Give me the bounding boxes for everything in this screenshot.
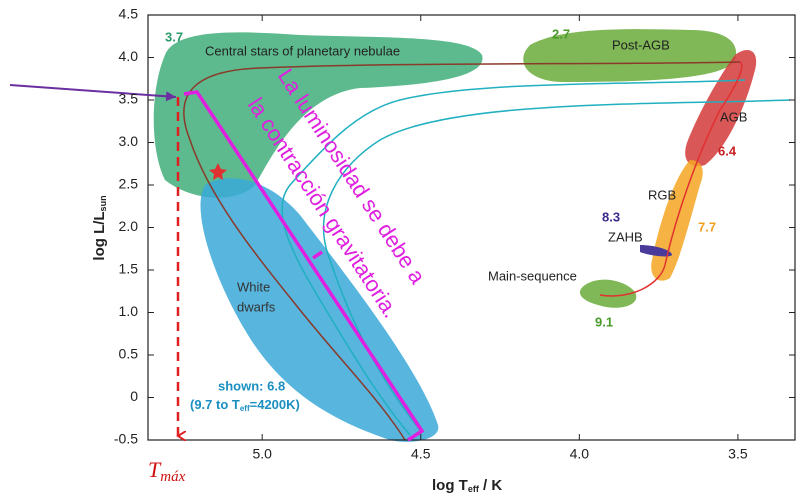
y-tick-label: 3.5 — [119, 91, 139, 107]
y-tick-label: 2.0 — [119, 218, 139, 234]
y-tick-label: 1.0 — [119, 303, 139, 319]
region-number: 7.7 — [698, 219, 716, 234]
region-number: 9.1 — [595, 314, 613, 329]
track — [599, 61, 743, 297]
wd-range-1: (9.7 to T — [190, 397, 240, 412]
y-tick-label: 1.5 — [119, 261, 139, 277]
y-tick-label: 0.5 — [119, 346, 139, 362]
x-tick-label: 4.0 — [570, 446, 590, 462]
ms-region — [579, 279, 637, 308]
region-label: dwarfs — [237, 299, 276, 314]
x-tick-label: 5.0 — [252, 446, 272, 462]
region-number: 2.7 — [552, 26, 570, 41]
x-label-main: log T — [432, 477, 468, 494]
wd-shown: shown: 6.8 — [218, 378, 285, 393]
cspn-region — [153, 32, 483, 198]
x-label-sub: eff — [468, 484, 480, 494]
region-number: 8.3 — [602, 209, 620, 224]
y-tick-label: 3.0 — [119, 133, 139, 149]
x-label-end: / K — [479, 477, 503, 494]
y-label-sub: sun — [98, 195, 108, 211]
region-number: 6.4 — [718, 143, 737, 158]
y-tick-label: -0.5 — [114, 431, 138, 447]
region-label: Post-AGB — [612, 37, 670, 52]
x-axis-label: log Teff / K — [432, 477, 502, 494]
zahb-region — [640, 245, 672, 257]
wd-range-2: =4200K) — [250, 397, 300, 412]
y-tick-label: 4.5 — [119, 6, 139, 22]
region-label: RGB — [648, 187, 676, 202]
post-agb-region — [523, 29, 737, 82]
y-tick-label: 0 — [130, 388, 138, 404]
y-tick-label: 2.5 — [119, 176, 139, 192]
region-label: Main-sequence — [488, 268, 577, 283]
wd-region — [200, 178, 439, 442]
y-tick-label: 4.0 — [119, 48, 139, 64]
region-label: ZAHB — [608, 229, 643, 244]
region-label: White — [237, 279, 270, 294]
wd-range: (9.7 to Teff=4200K) — [190, 397, 300, 413]
tmax-sub: máx — [160, 469, 185, 485]
x-tick-label: 4.5 — [411, 446, 431, 462]
track — [281, 79, 746, 436]
y-label-main: log L/L — [91, 211, 108, 260]
region-label: AGB — [720, 109, 747, 124]
wd-range-sub: eff — [240, 404, 250, 413]
y-axis-label: log L/Lsun — [91, 195, 108, 260]
bracket — [183, 90, 425, 442]
star-marker — [209, 163, 227, 180]
track — [183, 61, 741, 441]
region-label: Central stars of planetary nebulae — [205, 43, 400, 58]
pointer-arrow — [9, 84, 177, 102]
region-number: 3.7 — [165, 29, 183, 44]
tmax-main: T — [148, 457, 162, 482]
tmax-label: Tmáx — [148, 457, 186, 485]
x-tick-label: 3.5 — [728, 446, 748, 462]
